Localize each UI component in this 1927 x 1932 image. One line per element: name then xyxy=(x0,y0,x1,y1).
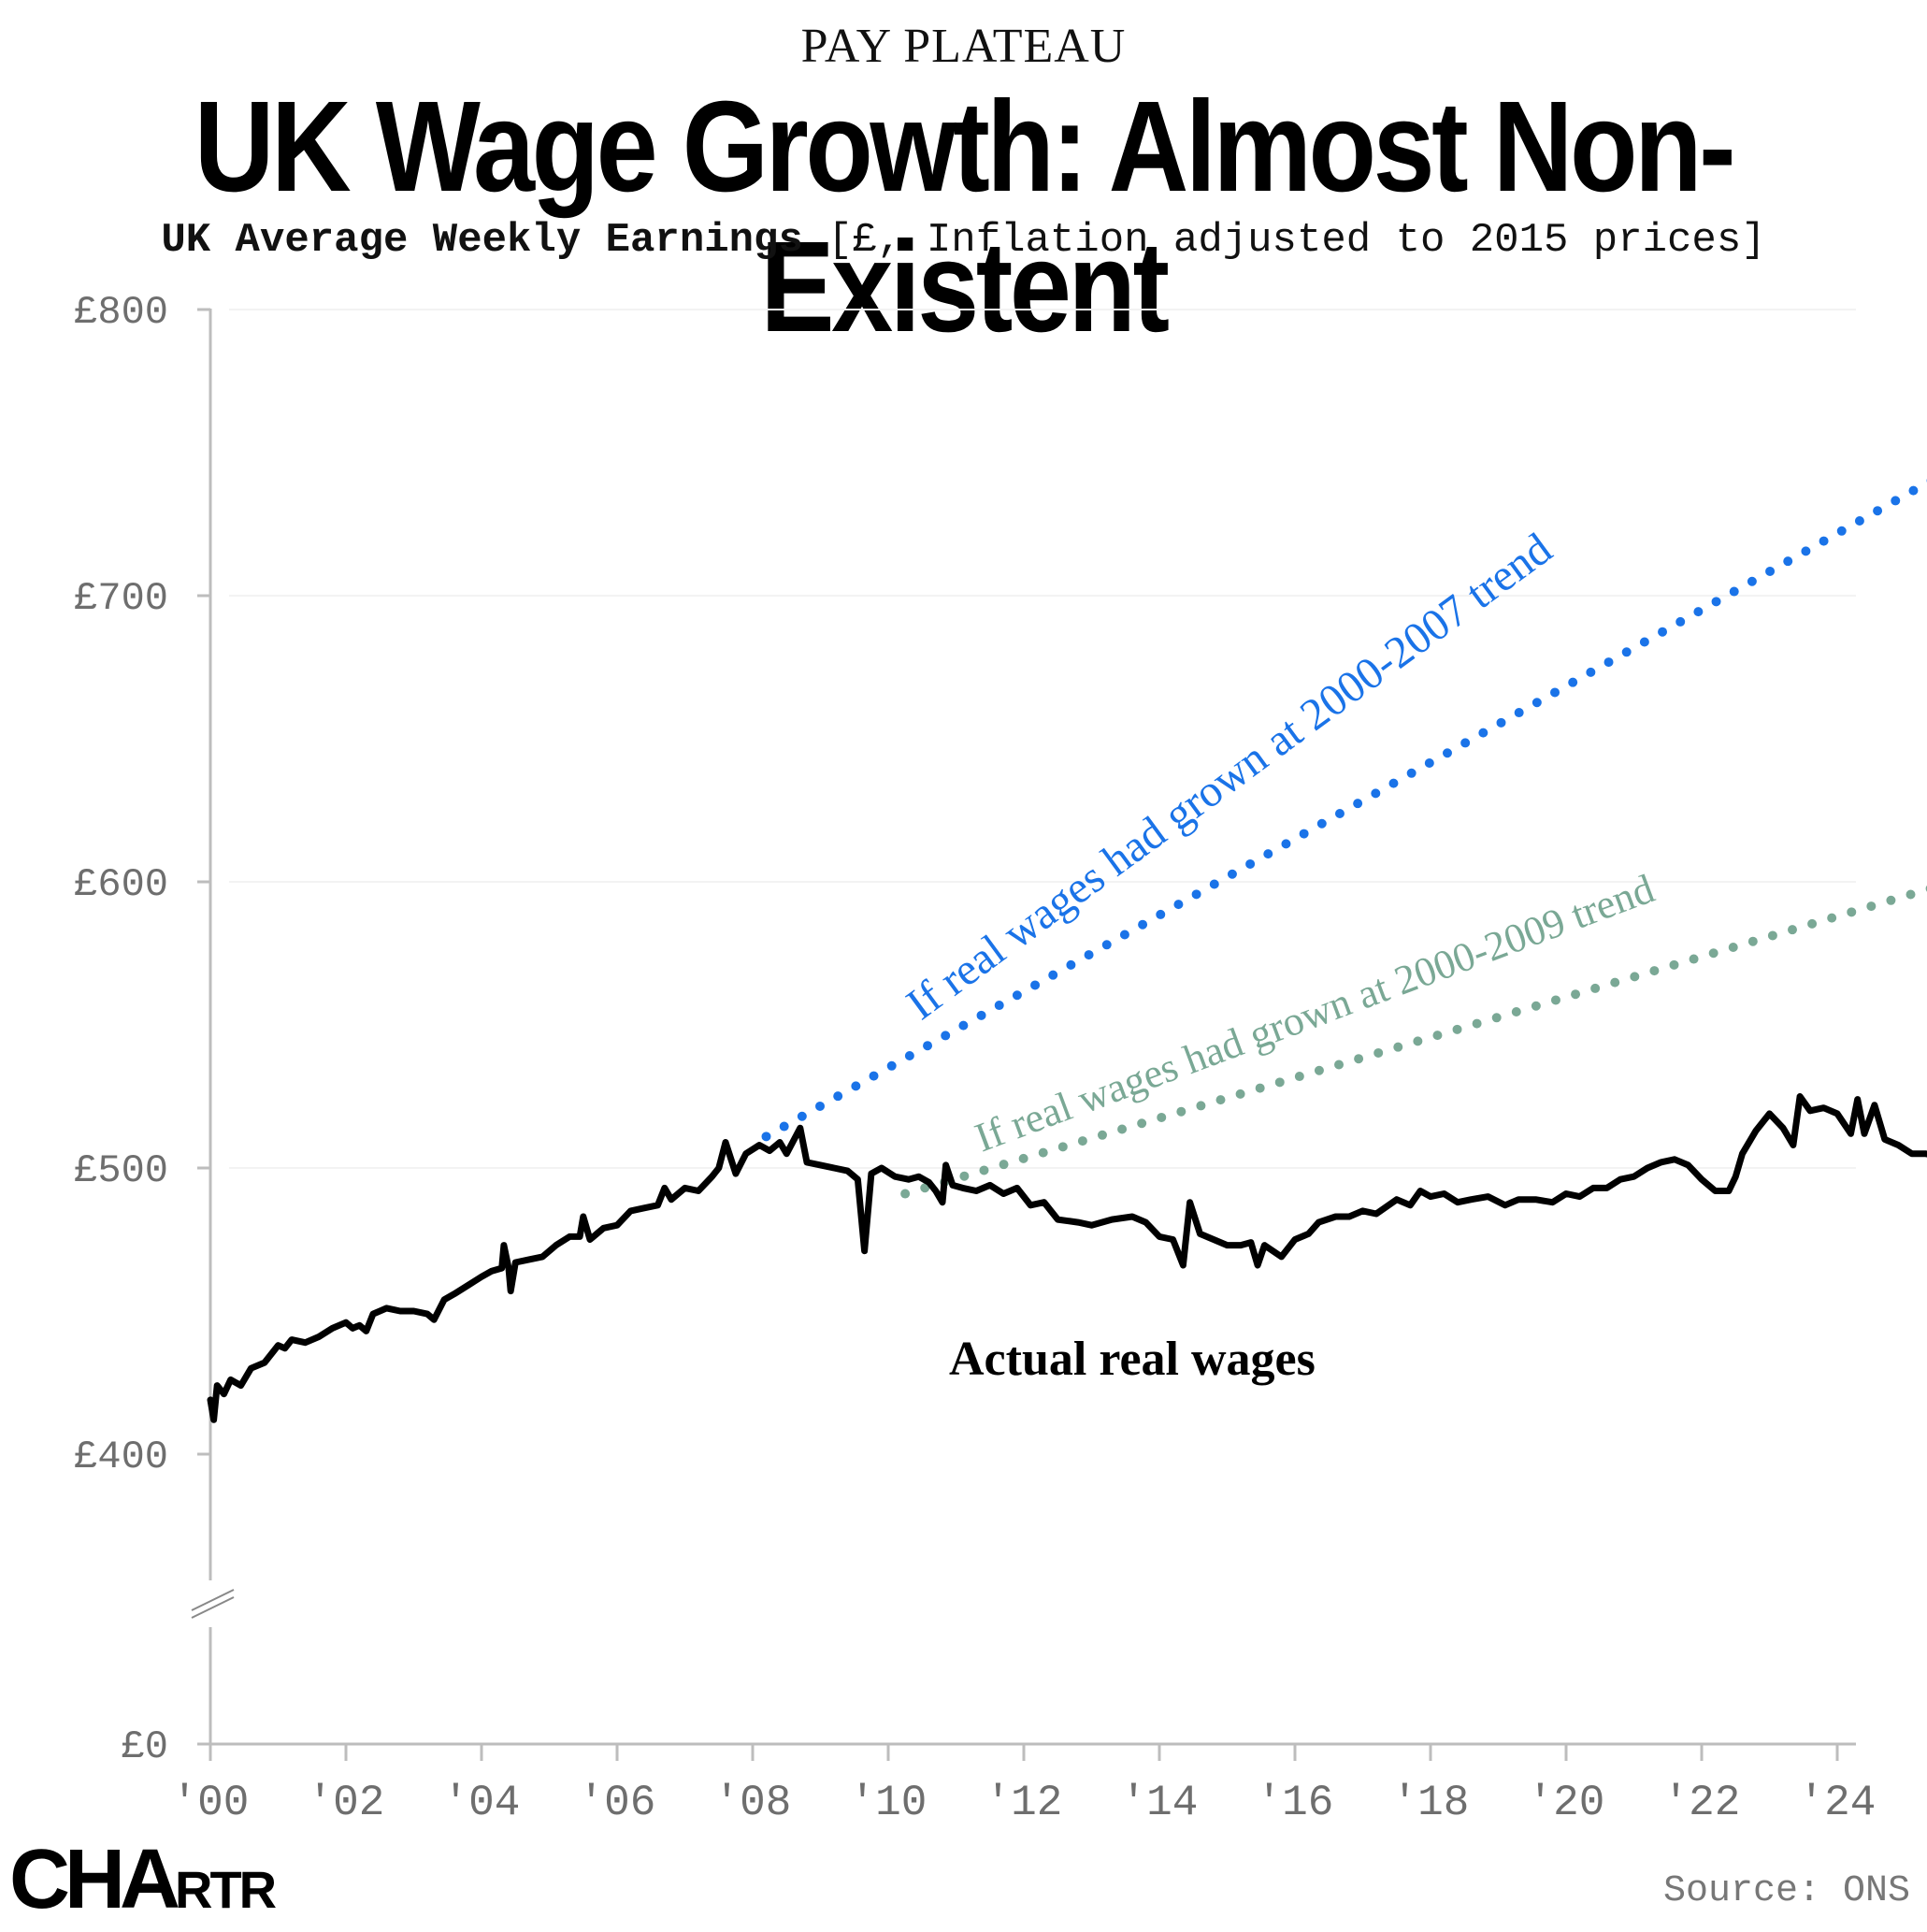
x-tick-label: '18 xyxy=(1392,1779,1470,1827)
x-tick-label: '16 xyxy=(1257,1779,1334,1827)
trend-2007-line xyxy=(767,441,1927,1137)
y-tick-label: £600 xyxy=(74,862,168,907)
x-tick-label: '22 xyxy=(1663,1779,1741,1827)
y-tick-label: £800 xyxy=(74,290,168,335)
y-tick-label: £0 xyxy=(122,1724,168,1769)
y-tick-label: £500 xyxy=(74,1148,168,1193)
y-tick-label: £400 xyxy=(74,1435,168,1479)
x-tick-label: '02 xyxy=(308,1779,385,1827)
actual-wages-annotation: Actual real wages xyxy=(949,1333,1316,1386)
x-tick-label: '20 xyxy=(1528,1779,1605,1827)
chartr-logo-small: RTR xyxy=(175,1860,274,1919)
chartr-logo: CHARTR xyxy=(9,1838,274,1932)
chartr-logo-big: CHA xyxy=(9,1833,175,1926)
x-tick-label: '24 xyxy=(1799,1779,1877,1827)
x-tick-label: '12 xyxy=(985,1779,1063,1827)
x-tick-label: '06 xyxy=(579,1779,656,1827)
y-tick-label: £700 xyxy=(74,576,168,621)
x-tick-label: '10 xyxy=(850,1779,928,1827)
source-note: Source: ONS xyxy=(1663,1870,1910,1912)
x-tick-label: '08 xyxy=(714,1779,792,1827)
x-tick-label: '14 xyxy=(1121,1779,1199,1827)
x-tick-label: '04 xyxy=(443,1779,521,1827)
x-tick-label: '00 xyxy=(172,1779,250,1827)
